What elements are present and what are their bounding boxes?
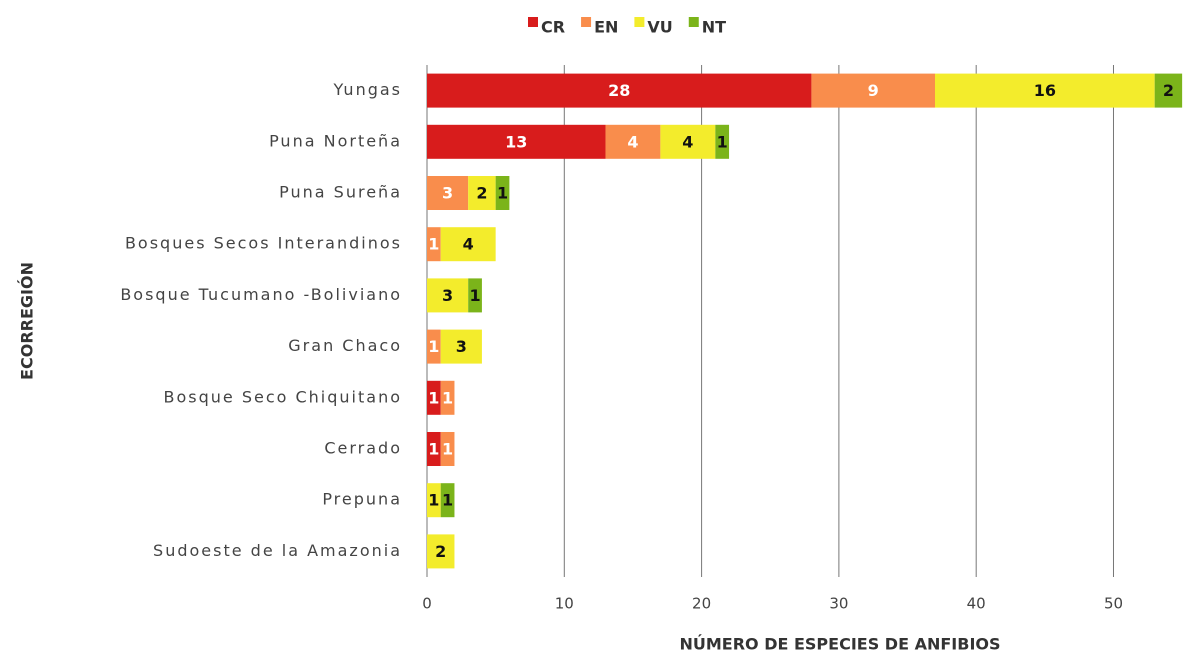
- bar-segment: [440, 380, 455, 415]
- y-tick-label: Yungas: [332, 80, 402, 99]
- bar-segment: [715, 124, 730, 159]
- data-label: 1: [497, 184, 508, 203]
- y-tick-label: Bosques Secos Interandinos: [125, 234, 402, 253]
- x-tick-label: 0: [422, 595, 432, 613]
- y-tick-label: Cerrado: [324, 439, 402, 458]
- bar-segment: [495, 176, 510, 210]
- data-label: 1: [428, 235, 439, 254]
- legend-swatch: [634, 17, 645, 27]
- bar-segment: [935, 73, 1155, 108]
- x-tick-label: 20: [692, 595, 711, 613]
- data-label: 1: [717, 132, 728, 151]
- bar-segment: [811, 73, 935, 108]
- bar-segment: [440, 432, 455, 466]
- data-label: 1: [442, 491, 453, 510]
- data-label: 16: [1034, 81, 1056, 100]
- data-label: 1: [428, 440, 439, 459]
- y-tick-label: Sudoeste de la Amazonia: [153, 541, 402, 560]
- bar-segment: [427, 534, 455, 569]
- bar-segment: [440, 329, 482, 364]
- x-tick-label: 30: [829, 595, 848, 613]
- legend-label: EN: [594, 18, 618, 37]
- data-label: 1: [442, 440, 453, 459]
- x-tick-label: 50: [1104, 595, 1123, 613]
- data-label: 4: [463, 235, 474, 254]
- bar-segment: [427, 73, 812, 108]
- bar-segment: [468, 278, 482, 313]
- y-tick-label: Prepuna: [322, 490, 402, 509]
- y-tick-label: Bosque Seco Chiquitano: [163, 387, 402, 406]
- data-label: 4: [627, 132, 638, 151]
- data-label: 2: [435, 542, 446, 561]
- bar-segment: [427, 483, 441, 518]
- y-tick-label: Puna Norteña: [269, 131, 402, 150]
- y-tick-label: Gran Chaco: [288, 336, 402, 355]
- bar-segment: [427, 227, 441, 262]
- legend-swatch: [528, 17, 538, 27]
- data-label: 1: [428, 491, 439, 510]
- bar-segment: [427, 432, 441, 466]
- data-label: 2: [1163, 81, 1174, 100]
- y-tick-label: Puna Sureña: [279, 183, 402, 202]
- bar-segment: [427, 329, 441, 364]
- legend-swatch: [581, 17, 592, 27]
- bar-segment: [427, 380, 441, 415]
- legend-label: CR: [541, 18, 565, 37]
- data-label: 2: [476, 184, 487, 203]
- data-label: 3: [442, 184, 453, 203]
- bar-segment: [468, 176, 496, 210]
- data-label: 1: [442, 388, 453, 407]
- data-label: 1: [428, 337, 439, 356]
- bar-segment: [427, 124, 606, 159]
- y-axis-title: ECORREGIÓN: [18, 262, 37, 380]
- data-label: 1: [428, 388, 439, 407]
- bar-segment: [1154, 73, 1183, 108]
- bar-segment: [660, 124, 716, 159]
- bar-segment: [427, 176, 469, 210]
- bar-segment: [605, 124, 661, 159]
- x-tick-label: 40: [967, 595, 986, 613]
- legend-label: VU: [647, 18, 672, 37]
- data-label: 9: [868, 81, 879, 100]
- y-tick-label: Bosque Tucumano -Boliviano: [120, 285, 402, 304]
- data-label: 1: [469, 286, 480, 305]
- legend-label: NT: [702, 18, 726, 37]
- data-label: 28: [608, 81, 630, 100]
- x-tick-label: 10: [555, 595, 574, 613]
- data-label: 3: [442, 286, 453, 305]
- bar-segment: [440, 483, 455, 518]
- data-label: 4: [682, 132, 693, 151]
- legend-swatch: [688, 17, 699, 27]
- bar-segment: [440, 227, 496, 262]
- bar-segment: [427, 278, 469, 313]
- x-axis-title: NÚMERO DE ESPECIES DE ANFIBIOS: [679, 635, 1000, 654]
- data-label: 13: [505, 132, 527, 151]
- data-label: 3: [456, 337, 467, 356]
